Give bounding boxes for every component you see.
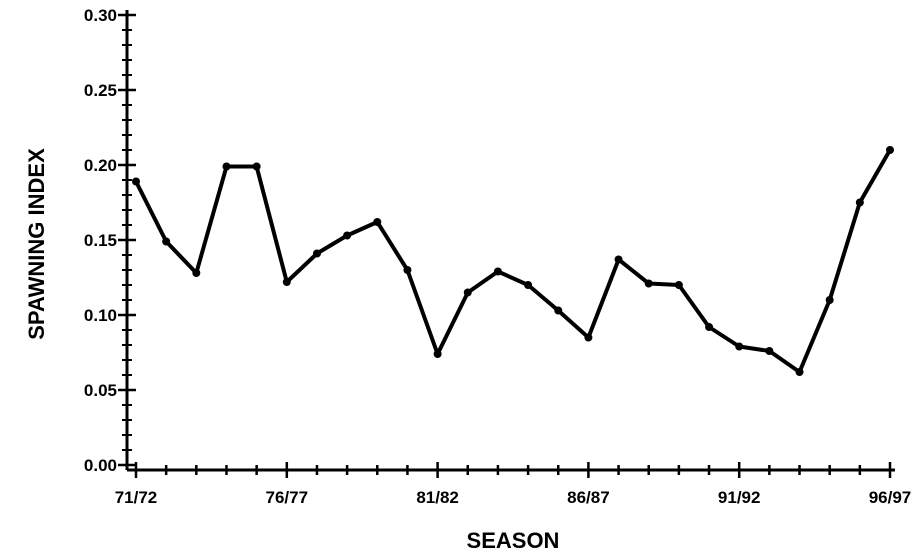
data-point (765, 347, 774, 355)
data-point (886, 146, 894, 154)
x-tick-label: 76/77 (266, 488, 309, 507)
y-tick-label: 0.25 (84, 81, 117, 100)
data-point (463, 288, 472, 297)
x-axis-title: SEASON (467, 528, 560, 553)
y-axis-ticks: 0.00 0.05 0.10 0.15 0.20 0.25 0.30 (84, 6, 136, 475)
data-point (343, 231, 352, 240)
data-series (132, 146, 894, 376)
data-point (252, 162, 261, 171)
data-point (162, 237, 171, 246)
data-point (614, 255, 623, 264)
y-axis-title: SPAWNING INDEX (24, 148, 49, 340)
data-point (735, 342, 744, 351)
data-point (584, 333, 593, 342)
data-point (282, 278, 291, 286)
x-axis-ticks: 71/72 76/77 81/82 86/87 91/92 96/97 (115, 462, 912, 507)
y-tick-label: 0.05 (84, 381, 117, 400)
data-point (433, 350, 442, 358)
data-point (855, 198, 864, 207)
data-point (222, 162, 231, 171)
x-tick-label: 81/82 (416, 488, 459, 507)
x-tick-label: 91/92 (718, 488, 761, 507)
data-point (493, 267, 502, 276)
series-line (134, 148, 892, 374)
y-tick-label: 0.30 (84, 6, 117, 25)
y-tick-label: 0.10 (84, 306, 117, 325)
data-point (825, 296, 834, 304)
data-point (132, 177, 140, 186)
data-point (795, 368, 804, 376)
data-point (312, 249, 321, 258)
y-tick-label: 0.20 (84, 156, 117, 175)
data-point (373, 218, 382, 226)
data-point (403, 266, 412, 274)
data-point (644, 279, 653, 288)
x-tick-label: 71/72 (115, 488, 158, 507)
data-point (674, 281, 683, 289)
data-point (705, 323, 714, 331)
axes (125, 10, 895, 472)
data-point (524, 281, 533, 289)
data-point (554, 306, 563, 315)
y-tick-label: 0.00 (84, 456, 117, 475)
x-tick-label: 96/97 (869, 488, 912, 507)
x-tick-label: 86/87 (567, 488, 610, 507)
data-point (192, 269, 201, 277)
y-tick-label: 0.15 (84, 231, 117, 250)
